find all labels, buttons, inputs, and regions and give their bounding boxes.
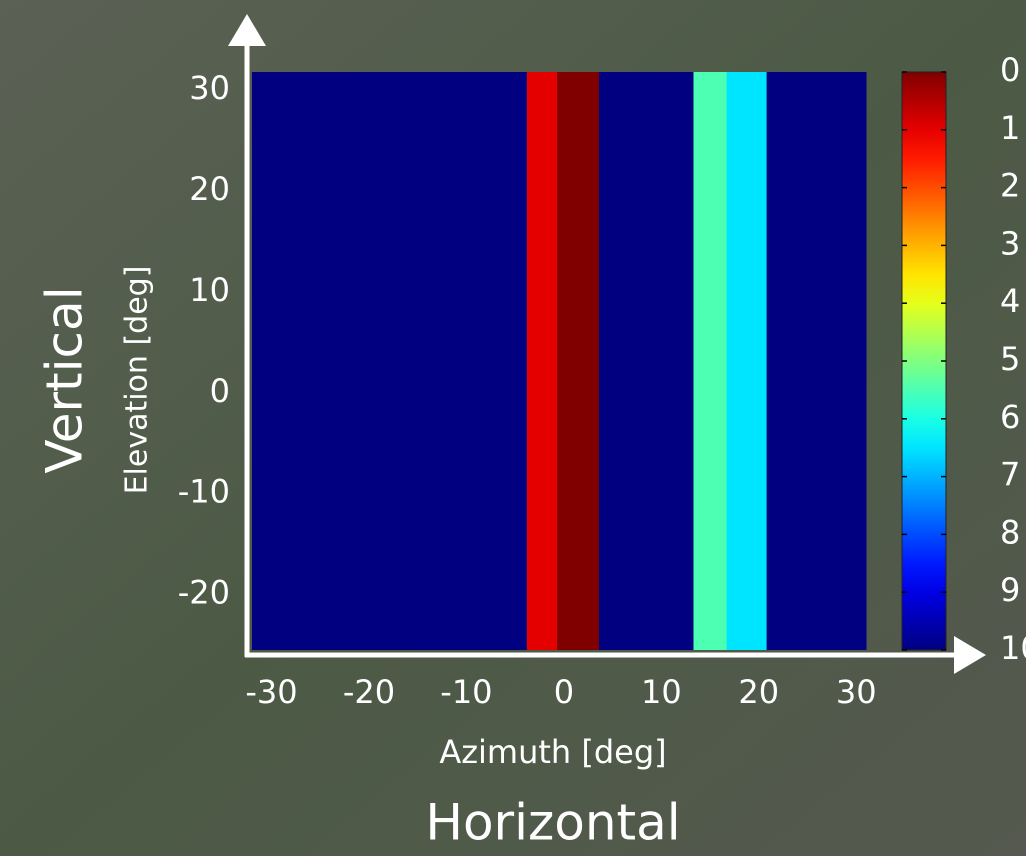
y-axis-title: Elevation [deg]: [120, 266, 155, 495]
heat-band: [557, 72, 599, 650]
y-tick-label: -20: [178, 574, 230, 612]
y-tick-label: -10: [178, 473, 230, 511]
horizontal-label: Horizontal: [425, 794, 680, 852]
x-tick-label: 10: [641, 673, 682, 711]
x-tick-label: -10: [440, 673, 492, 711]
x-tick-label: 30: [836, 673, 877, 711]
x-tick-label: -20: [343, 673, 395, 711]
colorbar-tick-label: 0: [1000, 51, 1020, 89]
colorbar-tick-label: 10: [1000, 629, 1026, 667]
colorbar-tick-label: 9: [1000, 571, 1020, 609]
colorbar-tick-label: 1: [1000, 109, 1020, 147]
x-tick-label: -30: [245, 673, 297, 711]
heat-band: [527, 72, 558, 650]
heat-band: [599, 72, 694, 650]
vertical-label: Vertical: [36, 286, 94, 473]
heat-band: [767, 72, 867, 650]
x-axis-title: Azimuth [deg]: [439, 733, 666, 771]
heat-band: [727, 72, 767, 650]
colorbar-tick-label: 5: [1000, 340, 1020, 378]
colorbar-tick-label: 6: [1000, 398, 1020, 436]
colorbar-tick-label: 7: [1000, 456, 1020, 494]
y-tick-label: 20: [189, 170, 230, 208]
y-tick-label: 0: [210, 372, 230, 410]
page: {"chart_data": { "type": "heatmap", "tit…: [0, 0, 1026, 856]
x-tick-label: 20: [738, 673, 779, 711]
x-tick-label: 0: [554, 673, 574, 711]
heat-band: [693, 72, 727, 650]
y-tick-label: 30: [189, 69, 230, 107]
colorbar: [902, 72, 946, 650]
chart: Vertical Horizontal Elevation [deg] Azim…: [0, 0, 1026, 856]
colorbar-tick-label: 3: [1000, 224, 1020, 262]
colorbar-tick-label: 8: [1000, 513, 1020, 551]
y-tick-label: 10: [189, 271, 230, 309]
plot: [252, 72, 867, 650]
heat-band: [252, 72, 527, 650]
colorbar-tick-label: 4: [1000, 282, 1020, 320]
colorbar-tick-label: 2: [1000, 167, 1020, 205]
